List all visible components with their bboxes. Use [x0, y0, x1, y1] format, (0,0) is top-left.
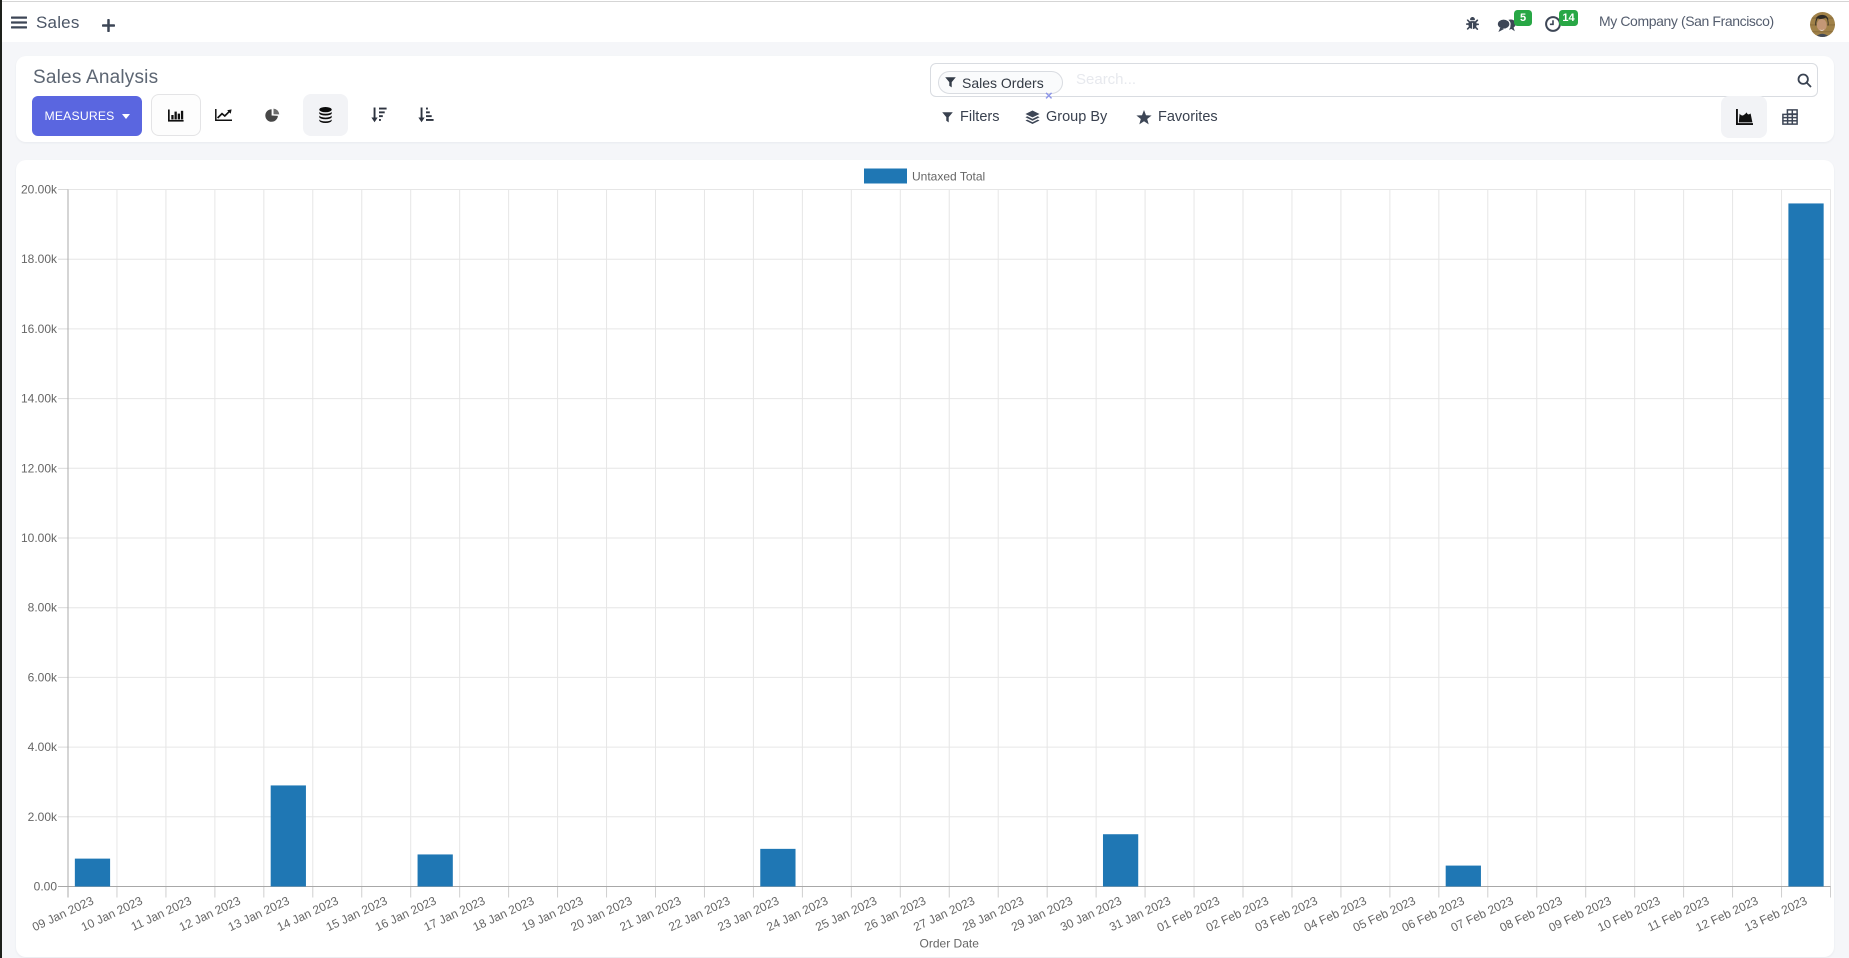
svg-text:14.00k: 14.00k [21, 391, 58, 405]
svg-text:10.00k: 10.00k [21, 531, 58, 545]
svg-text:8.00k: 8.00k [28, 600, 58, 614]
svg-text:6.00k: 6.00k [28, 670, 58, 684]
svg-text:12.00k: 12.00k [21, 461, 58, 475]
svg-text:4.00k: 4.00k [28, 740, 58, 754]
svg-text:18.00k: 18.00k [21, 252, 58, 266]
svg-text:16.00k: 16.00k [21, 321, 58, 335]
svg-text:2.00k: 2.00k [28, 809, 58, 823]
svg-text:Untaxed Total: Untaxed Total [912, 169, 985, 183]
svg-text:20.00k: 20.00k [21, 182, 58, 196]
svg-text:Order Date: Order Date [920, 936, 980, 950]
svg-text:0.00: 0.00 [34, 879, 58, 893]
